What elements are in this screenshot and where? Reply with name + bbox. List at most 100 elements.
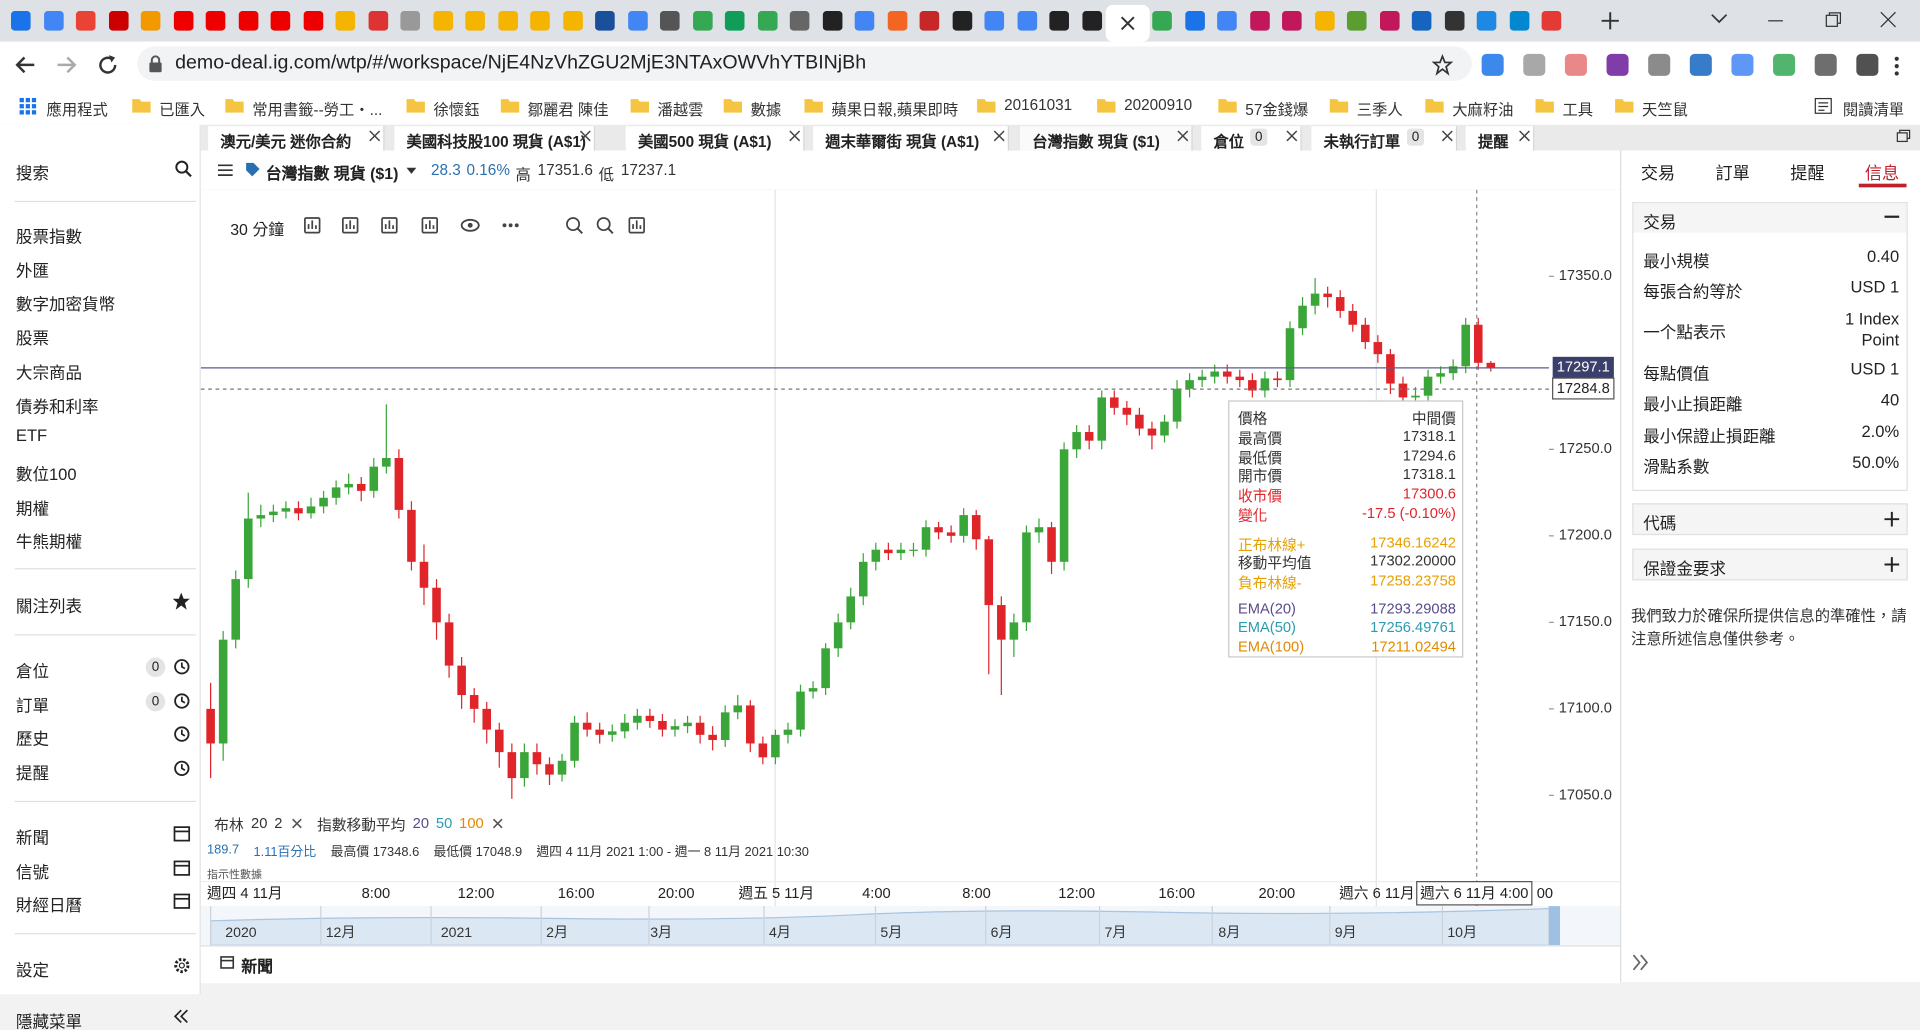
tool-item[interactable]: 財經日曆 bbox=[15, 896, 83, 916]
reading-list-icon[interactable] bbox=[1814, 97, 1832, 114]
account-item[interactable]: 倉位 bbox=[15, 662, 49, 681]
instrument-name[interactable]: 台灣指數 現貨 ($1) bbox=[265, 164, 399, 183]
tab-favicon[interactable] bbox=[595, 11, 615, 31]
tab-favicon[interactable] bbox=[1249, 11, 1270, 31]
indicator-legend[interactable]: 20 bbox=[412, 814, 430, 832]
tab-favicon[interactable] bbox=[627, 11, 648, 31]
tab-favicon[interactable] bbox=[854, 11, 875, 31]
folder-icon[interactable] bbox=[1097, 98, 1116, 113]
folder-icon[interactable] bbox=[132, 98, 151, 113]
market-category[interactable]: 大宗商品 bbox=[15, 363, 83, 382]
tab-favicon[interactable] bbox=[238, 11, 258, 31]
folder-icon[interactable] bbox=[1535, 98, 1554, 113]
folder-icon[interactable] bbox=[630, 98, 649, 113]
collapse-icon[interactable] bbox=[173, 1009, 189, 1024]
bookmark[interactable]: 鄒麗君 陳佳 bbox=[527, 101, 609, 119]
bookmark[interactable]: 57金錢爆 bbox=[1245, 101, 1309, 119]
close-tab[interactable] bbox=[369, 130, 381, 142]
tab-favicon[interactable] bbox=[562, 11, 583, 31]
market-category[interactable]: 股票指數 bbox=[15, 227, 83, 247]
workspace-tab[interactable] bbox=[394, 126, 596, 151]
account-item[interactable]: 提醒 bbox=[15, 764, 49, 783]
url[interactable]: demo-deal.ig.com/wtp/#/workspace/NjE4NzV… bbox=[175, 52, 867, 74]
workspace-tab[interactable] bbox=[625, 126, 805, 151]
indicator-legend[interactable]: 布林 bbox=[214, 816, 244, 834]
deal-title[interactable]: 交易 bbox=[1643, 213, 1677, 232]
hamburger[interactable] bbox=[217, 164, 233, 176]
bookmark[interactable]: 工具 bbox=[1562, 101, 1594, 119]
tab-favicon[interactable] bbox=[140, 11, 161, 31]
bookmark[interactable]: 天竺鼠 bbox=[1642, 101, 1688, 119]
close-tab[interactable] bbox=[993, 130, 1005, 142]
indicator-legend[interactable]: 50 bbox=[435, 814, 453, 832]
market-category[interactable]: 債券和利率 bbox=[15, 397, 99, 416]
panel-section[interactable] bbox=[1632, 548, 1908, 581]
folder-icon[interactable] bbox=[1615, 98, 1634, 113]
tab-favicon[interactable] bbox=[1444, 11, 1464, 31]
market-category[interactable]: 牛熊期權 bbox=[15, 533, 83, 552]
popout[interactable] bbox=[1896, 129, 1911, 143]
section-title[interactable]: 保證金要求 bbox=[1643, 559, 1726, 578]
market-category[interactable]: 數位100 bbox=[15, 465, 77, 484]
tab-favicon[interactable] bbox=[367, 11, 388, 31]
expand-panel[interactable] bbox=[1632, 954, 1649, 971]
tab-favicon[interactable] bbox=[75, 11, 96, 31]
tab-favicon[interactable] bbox=[335, 11, 356, 31]
news-bar-label[interactable]: 新聞 bbox=[241, 957, 274, 976]
tab-favicon[interactable] bbox=[660, 11, 680, 31]
close-tab[interactable] bbox=[579, 130, 591, 142]
tab-favicon[interactable] bbox=[724, 11, 745, 31]
market-category[interactable]: ETF bbox=[15, 426, 48, 445]
expand-section[interactable] bbox=[1884, 511, 1900, 527]
toolbar-icon[interactable] bbox=[460, 217, 480, 234]
folder-icon[interactable] bbox=[406, 98, 425, 113]
indicator-legend[interactable]: 100 bbox=[459, 814, 484, 832]
tab-favicon[interactable] bbox=[1282, 11, 1302, 31]
workspace-tab[interactable] bbox=[1020, 126, 1193, 151]
indicator-legend[interactable]: 指數移動平均 bbox=[317, 816, 406, 834]
tab-favicon[interactable] bbox=[887, 11, 907, 31]
extension[interactable] bbox=[1564, 53, 1587, 76]
tab-favicon[interactable] bbox=[984, 11, 1005, 31]
tab-favicon[interactable] bbox=[173, 11, 193, 31]
bookmark[interactable]: 20200910 bbox=[1124, 96, 1193, 114]
close-window[interactable] bbox=[1880, 11, 1896, 28]
omnibox[interactable] bbox=[137, 46, 1472, 81]
market-category[interactable]: 數字加密貨幣 bbox=[15, 295, 116, 314]
extension[interactable] bbox=[1856, 53, 1879, 76]
tab-favicon[interactable] bbox=[1411, 11, 1432, 31]
tab-favicon[interactable] bbox=[43, 11, 64, 31]
workspace-tab-label[interactable]: 台灣指數 現貨 ($1) bbox=[1032, 133, 1160, 151]
tab-favicon[interactable] bbox=[270, 11, 291, 31]
collapse-section[interactable] bbox=[1884, 215, 1900, 218]
tab-favicon[interactable] bbox=[1346, 11, 1367, 31]
folder-icon[interactable] bbox=[1425, 98, 1444, 113]
tool-item[interactable]: 信號 bbox=[15, 862, 49, 882]
remove-indicator[interactable] bbox=[292, 818, 302, 829]
workspace-tab[interactable] bbox=[813, 126, 1009, 151]
tab-favicon[interactable] bbox=[1184, 11, 1205, 31]
folder-icon[interactable] bbox=[977, 98, 996, 113]
tab-favicon[interactable] bbox=[789, 11, 810, 31]
market-category[interactable]: 外匯 bbox=[15, 261, 49, 281]
panel-tab[interactable]: 交易 bbox=[1640, 162, 1676, 183]
tab-favicon[interactable] bbox=[108, 11, 128, 31]
market-category[interactable]: 期權 bbox=[15, 499, 49, 518]
close-tab[interactable] bbox=[1441, 130, 1453, 142]
close-tab[interactable] bbox=[789, 130, 801, 142]
tab-favicon[interactable] bbox=[757, 11, 777, 31]
extension[interactable] bbox=[1689, 53, 1712, 76]
menu[interactable] bbox=[1894, 56, 1899, 76]
bookmark[interactable]: 蘋果日報,蘋果即時 bbox=[831, 101, 959, 119]
settings-icon[interactable] bbox=[174, 957, 190, 974]
toolbar-icon[interactable] bbox=[628, 217, 645, 234]
search-icon[interactable] bbox=[175, 160, 192, 178]
panel-section[interactable] bbox=[1632, 503, 1908, 536]
reload[interactable] bbox=[98, 55, 118, 75]
market-category[interactable]: 股票 bbox=[15, 329, 49, 348]
extension[interactable] bbox=[1606, 53, 1629, 76]
indicator-legend[interactable]: 2 bbox=[274, 814, 283, 832]
close-tab[interactable] bbox=[1286, 130, 1298, 142]
tab-favicon[interactable] bbox=[497, 11, 518, 31]
tab-search[interactable] bbox=[1711, 14, 1728, 25]
